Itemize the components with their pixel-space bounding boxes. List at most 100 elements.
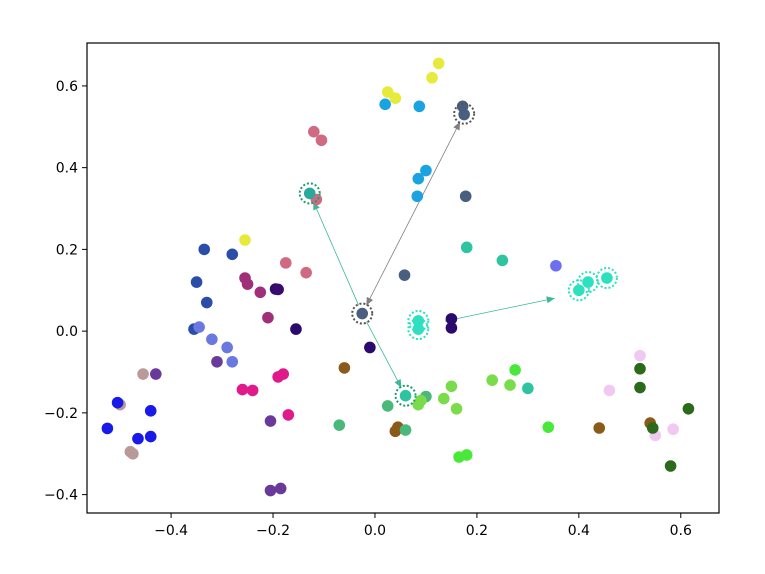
data-point <box>315 134 328 147</box>
data-point <box>200 296 213 309</box>
data-point <box>198 243 211 256</box>
data-point <box>445 322 458 334</box>
data-point <box>412 398 425 411</box>
y-tick-label: 0.0 <box>56 324 78 340</box>
data-point <box>333 419 346 431</box>
data-point <box>338 362 351 374</box>
highlight-ring <box>577 271 600 294</box>
data-point <box>522 382 534 395</box>
data-point <box>582 276 594 288</box>
highlight-ring <box>407 318 430 341</box>
arrow-head <box>394 379 402 388</box>
data-point <box>509 364 521 376</box>
arrow-line <box>444 297 555 322</box>
data-point <box>432 57 445 70</box>
data-point <box>101 422 114 435</box>
data-point <box>356 307 369 320</box>
arrow-line <box>365 121 461 306</box>
arrow-line <box>366 321 402 388</box>
y-axis: −0.4 −0.2 0.0 0.2 0.4 0.6 <box>44 79 87 504</box>
data-point <box>144 405 157 417</box>
arrow-head <box>453 121 461 131</box>
points-layer <box>101 57 695 497</box>
data-point <box>573 284 585 297</box>
data-point <box>458 108 470 121</box>
data-point <box>308 125 320 138</box>
x-tick-label: 0.0 <box>364 523 386 539</box>
x-tick-label: 0.6 <box>670 523 692 539</box>
data-point <box>211 355 223 368</box>
arrow-head <box>546 296 555 304</box>
data-point <box>593 422 606 434</box>
data-point <box>399 424 412 436</box>
data-point <box>264 415 277 427</box>
data-point <box>460 241 473 254</box>
data-point <box>445 380 458 393</box>
x-tick-label: 0.2 <box>466 523 488 539</box>
data-point <box>111 396 124 409</box>
highlight-ring <box>453 102 476 125</box>
data-point <box>389 425 402 438</box>
x-axis: −0.4 −0.2 0.0 0.2 0.4 0.6 <box>154 513 692 539</box>
data-point <box>282 409 295 421</box>
data-point <box>226 355 239 368</box>
data-point <box>682 402 695 415</box>
data-point <box>664 460 677 472</box>
data-point <box>542 421 555 433</box>
data-point <box>496 254 509 267</box>
data-point <box>272 283 284 296</box>
data-point <box>241 278 254 290</box>
data-point <box>412 323 425 335</box>
highlights-layer <box>298 102 618 407</box>
data-point <box>389 92 402 104</box>
data-point <box>381 400 394 412</box>
data-point <box>127 447 139 460</box>
highlight-ring <box>351 302 374 325</box>
data-point <box>634 381 646 394</box>
y-tick-label: 0.6 <box>56 79 78 95</box>
data-point <box>399 389 412 402</box>
arrow-line <box>312 201 359 306</box>
data-point <box>150 368 162 380</box>
data-point <box>279 257 292 269</box>
y-tick-label: 0.4 <box>56 161 78 177</box>
highlight-ring <box>595 267 618 289</box>
data-point <box>667 423 679 436</box>
data-point <box>290 323 302 335</box>
data-point <box>450 402 463 415</box>
data-point <box>411 190 424 203</box>
arrow-head <box>366 296 374 306</box>
data-point <box>300 266 312 279</box>
data-point <box>634 349 646 362</box>
highlight-ring <box>298 182 321 205</box>
data-point <box>206 333 218 346</box>
x-tick-label: 0.4 <box>568 523 590 539</box>
data-point <box>445 313 458 325</box>
highlight-ring <box>407 309 430 332</box>
data-point <box>460 449 473 461</box>
data-point <box>239 234 251 246</box>
data-point <box>550 259 562 272</box>
data-point <box>486 374 498 386</box>
x-tick-label: −0.2 <box>256 523 290 539</box>
data-point <box>412 315 425 327</box>
data-point <box>246 384 259 397</box>
data-point <box>254 286 267 299</box>
data-point <box>646 422 659 434</box>
data-point <box>144 430 157 443</box>
data-point <box>364 341 376 354</box>
data-point <box>303 187 316 200</box>
data-point <box>236 383 249 396</box>
data-point <box>277 368 290 380</box>
data-point <box>603 384 616 397</box>
data-point <box>190 276 203 288</box>
data-point <box>504 379 516 391</box>
data-point <box>426 71 438 84</box>
data-point <box>412 172 425 185</box>
data-point <box>137 368 149 380</box>
y-tick-label: 0.2 <box>56 242 78 258</box>
data-point <box>634 362 646 375</box>
data-point <box>379 98 391 111</box>
highlight-ring <box>394 384 417 407</box>
